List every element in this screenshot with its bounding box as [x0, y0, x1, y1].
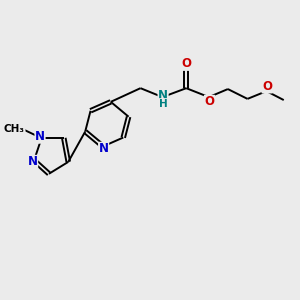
Text: N: N — [28, 155, 38, 168]
Text: H: H — [159, 99, 167, 109]
Text: N: N — [99, 142, 109, 155]
Text: N: N — [35, 130, 45, 143]
Text: O: O — [182, 57, 192, 70]
Text: CH₃: CH₃ — [4, 124, 25, 134]
Text: N: N — [158, 89, 168, 102]
Text: O: O — [262, 80, 272, 93]
Text: O: O — [204, 95, 214, 108]
